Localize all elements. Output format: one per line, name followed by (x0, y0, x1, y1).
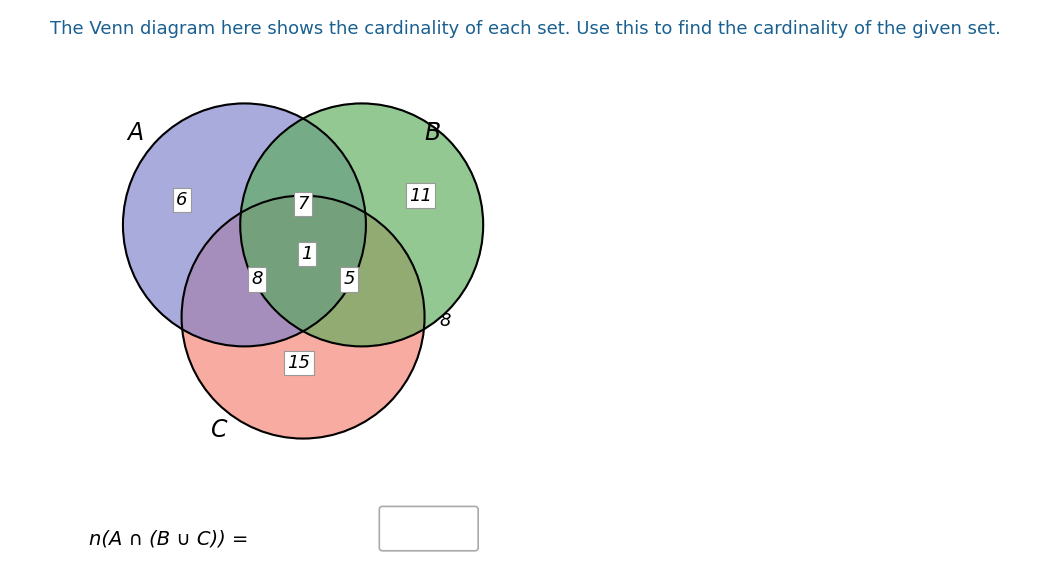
Text: The Venn diagram here shows the cardinality of each set. Use this to find the ca: The Venn diagram here shows the cardinal… (50, 20, 1001, 38)
Text: 11: 11 (409, 187, 432, 205)
Text: 15: 15 (287, 354, 310, 372)
Circle shape (241, 103, 483, 346)
Circle shape (182, 195, 425, 438)
FancyBboxPatch shape (379, 506, 478, 551)
Text: A: A (127, 121, 144, 145)
Text: 7: 7 (297, 195, 309, 213)
Circle shape (123, 103, 366, 346)
Text: C: C (211, 418, 228, 442)
Text: 6: 6 (176, 191, 187, 209)
Text: 1: 1 (302, 245, 313, 263)
Text: n(A ∩ (B ∪ C)) =: n(A ∩ (B ∪ C)) = (89, 530, 249, 549)
Text: B: B (425, 121, 441, 145)
Text: 8: 8 (251, 270, 263, 288)
Text: 8: 8 (439, 312, 451, 330)
Text: 5: 5 (344, 270, 355, 288)
